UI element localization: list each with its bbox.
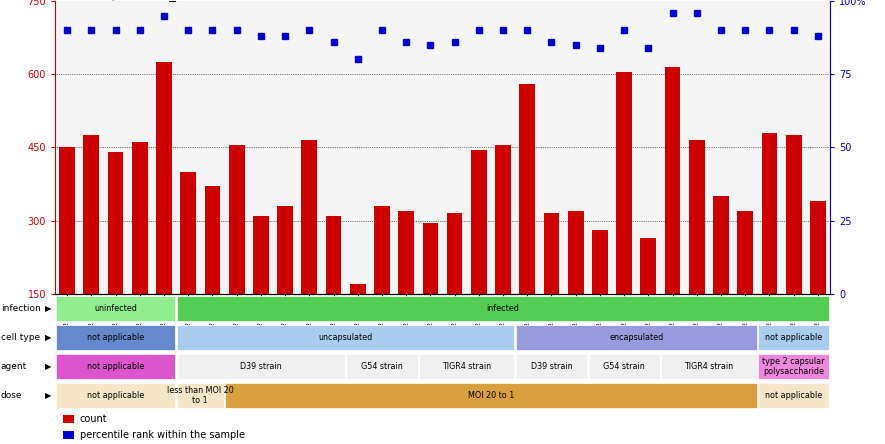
Bar <box>810 201 826 294</box>
FancyBboxPatch shape <box>177 354 345 379</box>
Text: MOI 20 to 1: MOI 20 to 1 <box>468 391 514 400</box>
Bar <box>496 145 511 294</box>
FancyBboxPatch shape <box>419 354 514 379</box>
FancyBboxPatch shape <box>177 384 224 408</box>
Bar <box>665 67 681 294</box>
Bar <box>83 135 99 294</box>
FancyBboxPatch shape <box>661 354 757 379</box>
Bar <box>302 140 317 294</box>
FancyBboxPatch shape <box>56 354 175 379</box>
Text: uninfected: uninfected <box>94 304 137 313</box>
Bar <box>543 213 559 294</box>
FancyBboxPatch shape <box>63 431 74 439</box>
FancyBboxPatch shape <box>346 354 418 379</box>
Bar <box>326 216 342 294</box>
Text: not applicable: not applicable <box>87 391 144 400</box>
Text: D39 strain: D39 strain <box>531 362 573 371</box>
FancyBboxPatch shape <box>589 354 659 379</box>
Text: agent: agent <box>1 362 27 371</box>
Bar <box>181 172 196 294</box>
Bar <box>762 133 777 294</box>
FancyBboxPatch shape <box>226 384 757 408</box>
FancyBboxPatch shape <box>758 354 829 379</box>
Bar <box>59 147 75 294</box>
Text: percentile rank within the sample: percentile rank within the sample <box>80 430 245 440</box>
Text: infection: infection <box>1 304 41 313</box>
Text: count: count <box>80 414 107 424</box>
FancyBboxPatch shape <box>516 325 757 350</box>
Text: not applicable: not applicable <box>765 333 822 342</box>
FancyBboxPatch shape <box>177 325 514 350</box>
FancyBboxPatch shape <box>758 384 829 408</box>
FancyBboxPatch shape <box>177 297 829 321</box>
Bar <box>641 238 657 294</box>
Bar <box>786 135 802 294</box>
Text: dose: dose <box>1 391 22 400</box>
Bar <box>568 211 583 294</box>
Text: D39 strain: D39 strain <box>240 362 281 371</box>
FancyBboxPatch shape <box>758 325 829 350</box>
Bar <box>689 140 704 294</box>
Bar <box>616 71 632 294</box>
Bar <box>253 216 269 294</box>
Bar <box>737 211 753 294</box>
Bar <box>350 284 366 294</box>
Text: G54 strain: G54 strain <box>361 362 403 371</box>
Bar <box>374 206 389 294</box>
Text: infected: infected <box>487 304 519 313</box>
Text: not applicable: not applicable <box>87 333 144 342</box>
Bar <box>422 223 438 294</box>
Bar <box>398 211 414 294</box>
Bar <box>132 143 148 294</box>
Text: ▶: ▶ <box>45 391 51 400</box>
Bar <box>156 62 172 294</box>
Text: not applicable: not applicable <box>765 391 822 400</box>
Text: ▶: ▶ <box>45 333 51 342</box>
FancyBboxPatch shape <box>56 384 175 408</box>
FancyBboxPatch shape <box>63 415 74 423</box>
Bar <box>471 150 487 294</box>
Bar <box>108 152 123 294</box>
Text: ▶: ▶ <box>45 362 51 371</box>
Text: TIGR4 strain: TIGR4 strain <box>442 362 491 371</box>
Text: ▶: ▶ <box>45 304 51 313</box>
Text: encapsulated: encapsulated <box>609 333 664 342</box>
Text: uncapsulated: uncapsulated <box>319 333 373 342</box>
Bar <box>713 196 729 294</box>
Text: GDS3041 / 212483_at: GDS3041 / 212483_at <box>55 0 190 1</box>
Text: cell type: cell type <box>1 333 40 342</box>
FancyBboxPatch shape <box>56 297 175 321</box>
Text: G54 strain: G54 strain <box>604 362 645 371</box>
FancyBboxPatch shape <box>516 354 587 379</box>
Text: TIGR4 strain: TIGR4 strain <box>684 362 734 371</box>
Bar <box>204 186 220 294</box>
Bar <box>228 145 244 294</box>
Bar <box>447 213 463 294</box>
Text: type 2 capsular
polysaccharide: type 2 capsular polysaccharide <box>762 357 825 376</box>
FancyBboxPatch shape <box>56 325 175 350</box>
Text: not applicable: not applicable <box>87 362 144 371</box>
Bar <box>519 84 535 294</box>
Bar <box>592 230 608 294</box>
Text: less than MOI 20
to 1: less than MOI 20 to 1 <box>167 386 234 405</box>
Bar <box>277 206 293 294</box>
